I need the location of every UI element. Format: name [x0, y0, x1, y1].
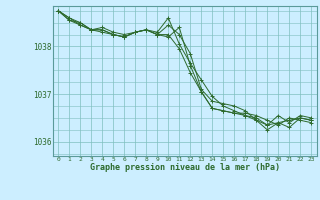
X-axis label: Graphe pression niveau de la mer (hPa): Graphe pression niveau de la mer (hPa)	[90, 163, 280, 172]
